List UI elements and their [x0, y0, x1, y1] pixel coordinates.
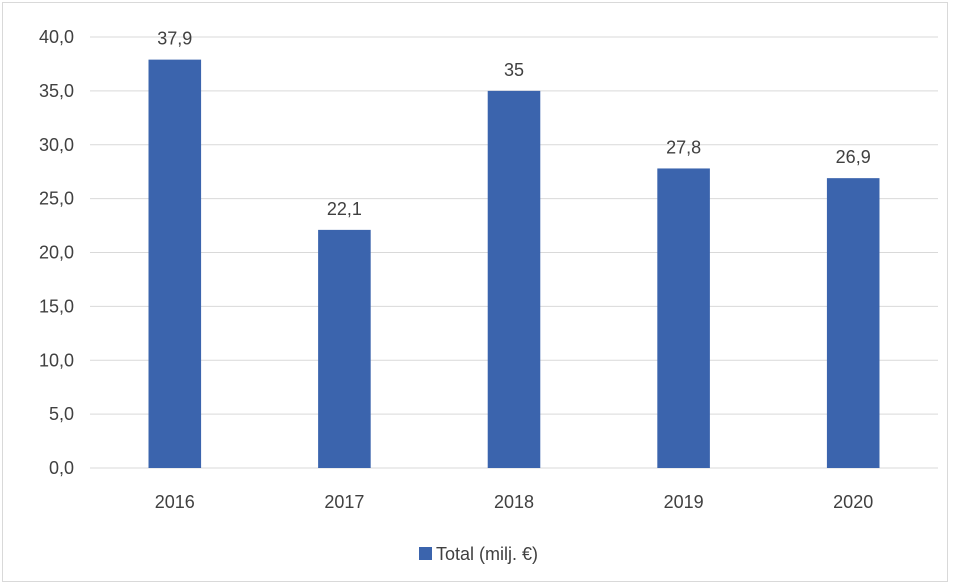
legend-label: Total (milj. €) [436, 544, 538, 564]
data-labels: 37,9 22,1 35 27,8 26,9 [157, 29, 870, 219]
y-tick-label: 20,0 [39, 243, 74, 263]
bar-chart: 0,05,010,015,020,025,030,035,040,0 2016 2… [39, 27, 938, 564]
y-axis-tick-labels: 0,0 5,0 10,0 15,0 20,0 25,0 30,0 35,0 40,0 [39, 27, 74, 478]
y-tick-label: 0,0 [49, 458, 74, 478]
x-tick-label: 2016 [155, 492, 195, 512]
x-tick-label: 2017 [324, 492, 364, 512]
bar [487, 90, 541, 468]
bar [148, 59, 202, 468]
legend-swatch [419, 547, 432, 560]
legend: Total (milj. €) [419, 544, 538, 564]
bar [657, 168, 710, 468]
y-tick-label: 30,0 [39, 135, 74, 155]
x-tick-label: 2018 [494, 492, 534, 512]
bars [148, 59, 880, 468]
y-tick-label: 40,0 [39, 27, 74, 47]
data-label: 26,9 [836, 147, 871, 167]
x-tick-label: 2020 [833, 492, 873, 512]
data-label: 27,8 [666, 137, 701, 157]
y-tick-label: 5,0 [49, 404, 74, 424]
data-label: 37,9 [157, 29, 192, 49]
y-tick-label: 15,0 [39, 296, 74, 316]
y-tick-label: 10,0 [39, 350, 74, 370]
bar [826, 178, 880, 468]
y-tick-label: 35,0 [39, 81, 74, 101]
data-label: 22,1 [327, 199, 362, 219]
data-label: 35 [504, 60, 524, 80]
bar [318, 229, 371, 468]
x-axis-tick-labels: 2016 2017 2018 2019 2020 [155, 492, 873, 512]
x-tick-label: 2019 [664, 492, 704, 512]
y-tick-label: 25,0 [39, 189, 74, 209]
